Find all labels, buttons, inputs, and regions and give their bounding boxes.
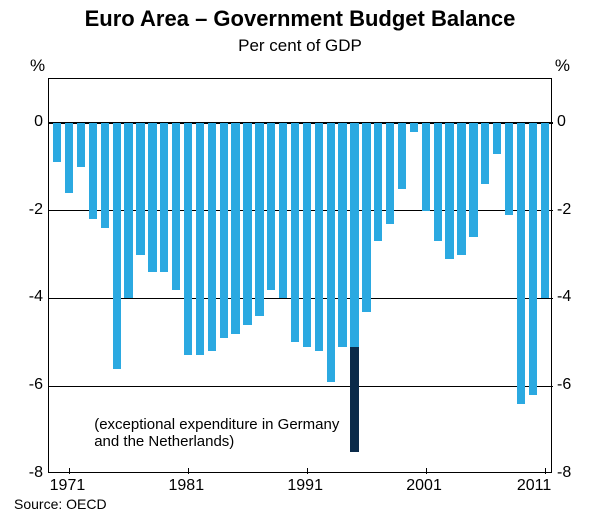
bar — [469, 123, 477, 237]
bar — [124, 123, 132, 299]
y-tick-left: 0 — [34, 113, 43, 131]
annotation: (exceptional expenditure in Germanyand t… — [94, 416, 339, 450]
y-tick-right: -6 — [557, 376, 571, 394]
y-tick-right: -8 — [557, 464, 571, 482]
y-tick-right: -2 — [557, 201, 571, 219]
bar — [422, 123, 430, 211]
x-tick: 2011 — [517, 477, 551, 495]
bar — [255, 123, 263, 316]
y-tick-left: -6 — [29, 376, 43, 394]
bar — [529, 123, 537, 395]
x-tick-mark — [69, 468, 70, 474]
bar — [208, 123, 216, 351]
x-tick: 1991 — [287, 477, 323, 495]
bar — [457, 123, 465, 255]
bar — [338, 123, 346, 347]
bar — [398, 123, 406, 189]
bar — [172, 123, 180, 290]
bar — [434, 123, 442, 242]
bar — [113, 123, 121, 369]
plot-area — [48, 78, 552, 473]
bar — [196, 123, 204, 356]
bar — [362, 123, 370, 312]
bar — [184, 123, 192, 356]
bar — [505, 123, 513, 215]
annotation-line2: and the Netherlands) — [94, 433, 339, 450]
bar — [220, 123, 228, 338]
y-right-unit: % — [555, 56, 570, 76]
grid-line — [49, 386, 553, 387]
x-tick-mark — [545, 468, 546, 474]
bar — [315, 123, 323, 351]
bar — [541, 123, 549, 299]
x-tick-mark — [188, 468, 189, 474]
bar — [267, 123, 275, 290]
bar — [493, 123, 501, 154]
bar — [77, 123, 85, 167]
bar — [279, 123, 287, 299]
chart-subtitle: Per cent of GDP — [0, 36, 600, 56]
bar — [243, 123, 251, 325]
y-tick-left: -2 — [29, 201, 43, 219]
bar — [231, 123, 239, 334]
x-tick: 2001 — [406, 477, 442, 495]
bar — [445, 123, 453, 259]
bar — [350, 123, 358, 347]
x-tick-mark — [307, 468, 308, 474]
bar — [481, 123, 489, 184]
bar — [136, 123, 144, 255]
bar — [303, 123, 311, 347]
bar — [517, 123, 525, 404]
bar — [160, 123, 168, 272]
bar — [101, 123, 109, 228]
bar — [291, 123, 299, 342]
y-tick-right: -4 — [557, 288, 571, 306]
x-tick: 1981 — [169, 477, 205, 495]
x-tick: 1971 — [50, 477, 86, 495]
bar — [327, 123, 335, 382]
bar — [89, 123, 97, 220]
y-tick-left: -8 — [29, 464, 43, 482]
annotation-line1: (exceptional expenditure in Germany — [94, 416, 339, 433]
chart-title: Euro Area – Government Budget Balance — [0, 6, 600, 32]
source-text: Source: OECD — [14, 496, 107, 512]
chart-container: Euro Area – Government Budget Balance Pe… — [0, 0, 600, 518]
y-left-unit: % — [30, 56, 45, 76]
bar — [386, 123, 394, 224]
bar — [410, 123, 418, 132]
bar — [374, 123, 382, 242]
bar — [53, 123, 61, 163]
bar — [65, 123, 73, 193]
y-tick-left: -4 — [29, 288, 43, 306]
bar — [148, 123, 156, 272]
y-tick-right: 0 — [557, 113, 566, 131]
x-tick-mark — [426, 468, 427, 474]
